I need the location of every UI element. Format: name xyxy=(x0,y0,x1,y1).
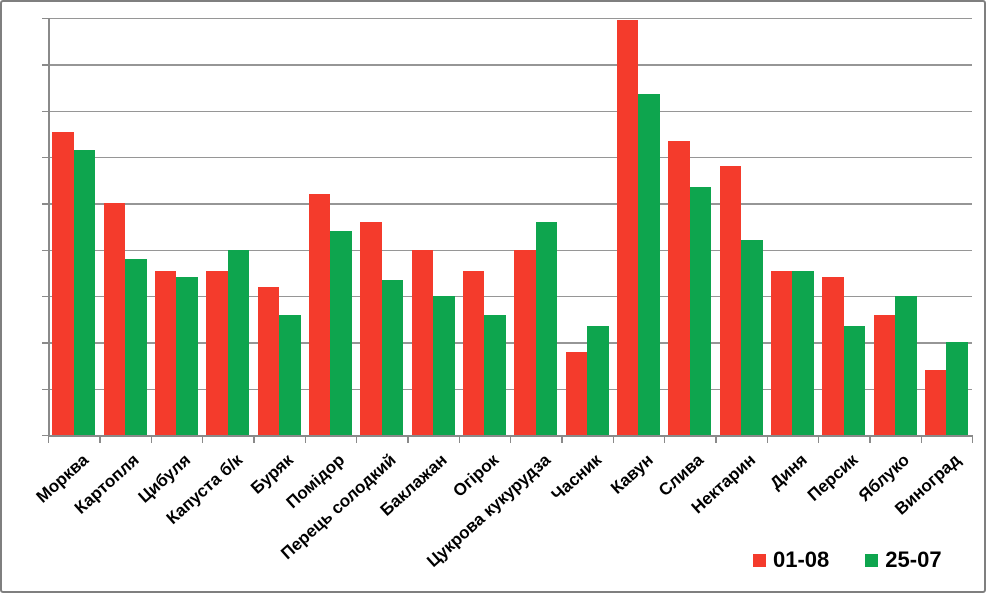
y-axis-tick xyxy=(42,157,48,159)
bar-01-08 xyxy=(514,250,536,435)
x-axis-label: Кавун xyxy=(606,450,657,498)
bar-25-07 xyxy=(741,240,763,435)
bar-01-08 xyxy=(360,222,382,435)
legend-swatch-01-08 xyxy=(753,553,766,567)
x-axis-tick xyxy=(253,435,255,443)
bar-25-07 xyxy=(792,271,814,435)
x-axis-label: Персик xyxy=(804,450,862,505)
x-axis-tick xyxy=(304,435,307,443)
y-axis-tick xyxy=(42,110,48,113)
bar-25-07 xyxy=(946,342,968,435)
bar-25-07 xyxy=(330,231,352,435)
x-axis-label: Буряк xyxy=(247,450,298,498)
bar-01-08 xyxy=(308,194,331,435)
x-axis-tick xyxy=(869,435,871,443)
gridline xyxy=(48,342,972,344)
bar-25-07 xyxy=(843,326,866,435)
x-axis-tick xyxy=(48,435,50,443)
bar-25-07 xyxy=(73,150,96,435)
bar-25-07 xyxy=(381,280,404,435)
bar-01-08 xyxy=(411,250,434,435)
gridline xyxy=(48,110,972,113)
x-axis-tick xyxy=(510,435,512,443)
bar-01-08 xyxy=(924,370,947,435)
x-axis-label: Часник xyxy=(547,450,606,505)
bar-01-08 xyxy=(52,132,74,435)
legend-swatch-25-07 xyxy=(865,553,879,567)
bar-01-08 xyxy=(462,271,485,435)
x-axis-tick xyxy=(818,435,820,443)
bar-25-07 xyxy=(125,259,147,435)
y-axis-tick xyxy=(42,203,48,205)
legend-label-01-08: 01-08 xyxy=(773,547,830,572)
x-axis-tick xyxy=(972,435,974,443)
bar-25-07 xyxy=(895,296,917,435)
bar-01-08 xyxy=(565,352,588,435)
x-axis-tick xyxy=(766,435,769,443)
gridline xyxy=(48,157,972,159)
bar-01-08 xyxy=(257,287,280,435)
bar-25-07 xyxy=(279,315,301,435)
x-axis-tick xyxy=(715,435,717,443)
x-axis-tick xyxy=(407,435,409,443)
x-axis-tick xyxy=(99,435,101,443)
x-axis-label: Диня xyxy=(765,450,811,493)
gridline xyxy=(48,64,972,66)
x-axis-tick xyxy=(612,435,615,443)
x-axis-tick xyxy=(202,435,204,443)
bar-25-07 xyxy=(535,222,558,435)
y-axis-tick xyxy=(42,18,48,20)
legend-item-01-08: 01-08 xyxy=(753,549,829,571)
bar-01-08 xyxy=(719,166,742,435)
bar-25-07 xyxy=(227,250,250,435)
bar-01-08 xyxy=(103,203,126,435)
bar-25-07 xyxy=(176,277,198,435)
y-axis-tick xyxy=(42,342,48,344)
legend: 01-08 25-07 xyxy=(753,549,942,571)
bar-01-08 xyxy=(206,271,228,435)
y-axis-tick xyxy=(42,388,48,391)
gridline xyxy=(48,388,972,391)
x-axis-tick xyxy=(561,435,563,443)
bar-01-08 xyxy=(154,271,177,435)
bar-25-07 xyxy=(433,296,455,435)
bar-01-08 xyxy=(616,20,639,435)
y-axis-tick xyxy=(42,249,48,252)
gridline xyxy=(48,203,972,205)
bar-25-07 xyxy=(587,326,609,435)
x-axis-tick xyxy=(664,435,666,443)
gridline xyxy=(48,296,972,298)
bar-01-08 xyxy=(873,315,896,435)
x-axis-tick xyxy=(458,435,461,443)
bar-01-08 xyxy=(770,271,793,435)
bar-01-08 xyxy=(822,277,844,435)
gridline xyxy=(48,18,972,20)
y-axis-tick xyxy=(42,296,48,298)
y-axis-tick xyxy=(42,64,48,66)
legend-label-25-07: 25-07 xyxy=(885,547,942,572)
bar-25-07 xyxy=(689,187,712,435)
bar-25-07 xyxy=(638,94,660,435)
legend-item-25-07: 25-07 xyxy=(865,547,942,572)
x-axis-tick xyxy=(356,435,358,443)
gridline xyxy=(48,249,972,252)
x-axis-tick xyxy=(920,435,923,443)
bar-25-07 xyxy=(484,315,506,435)
y-axis-tick xyxy=(42,435,48,437)
x-axis-tick xyxy=(150,435,153,443)
bar-01-08 xyxy=(668,141,690,435)
y-axis-line xyxy=(48,18,50,436)
